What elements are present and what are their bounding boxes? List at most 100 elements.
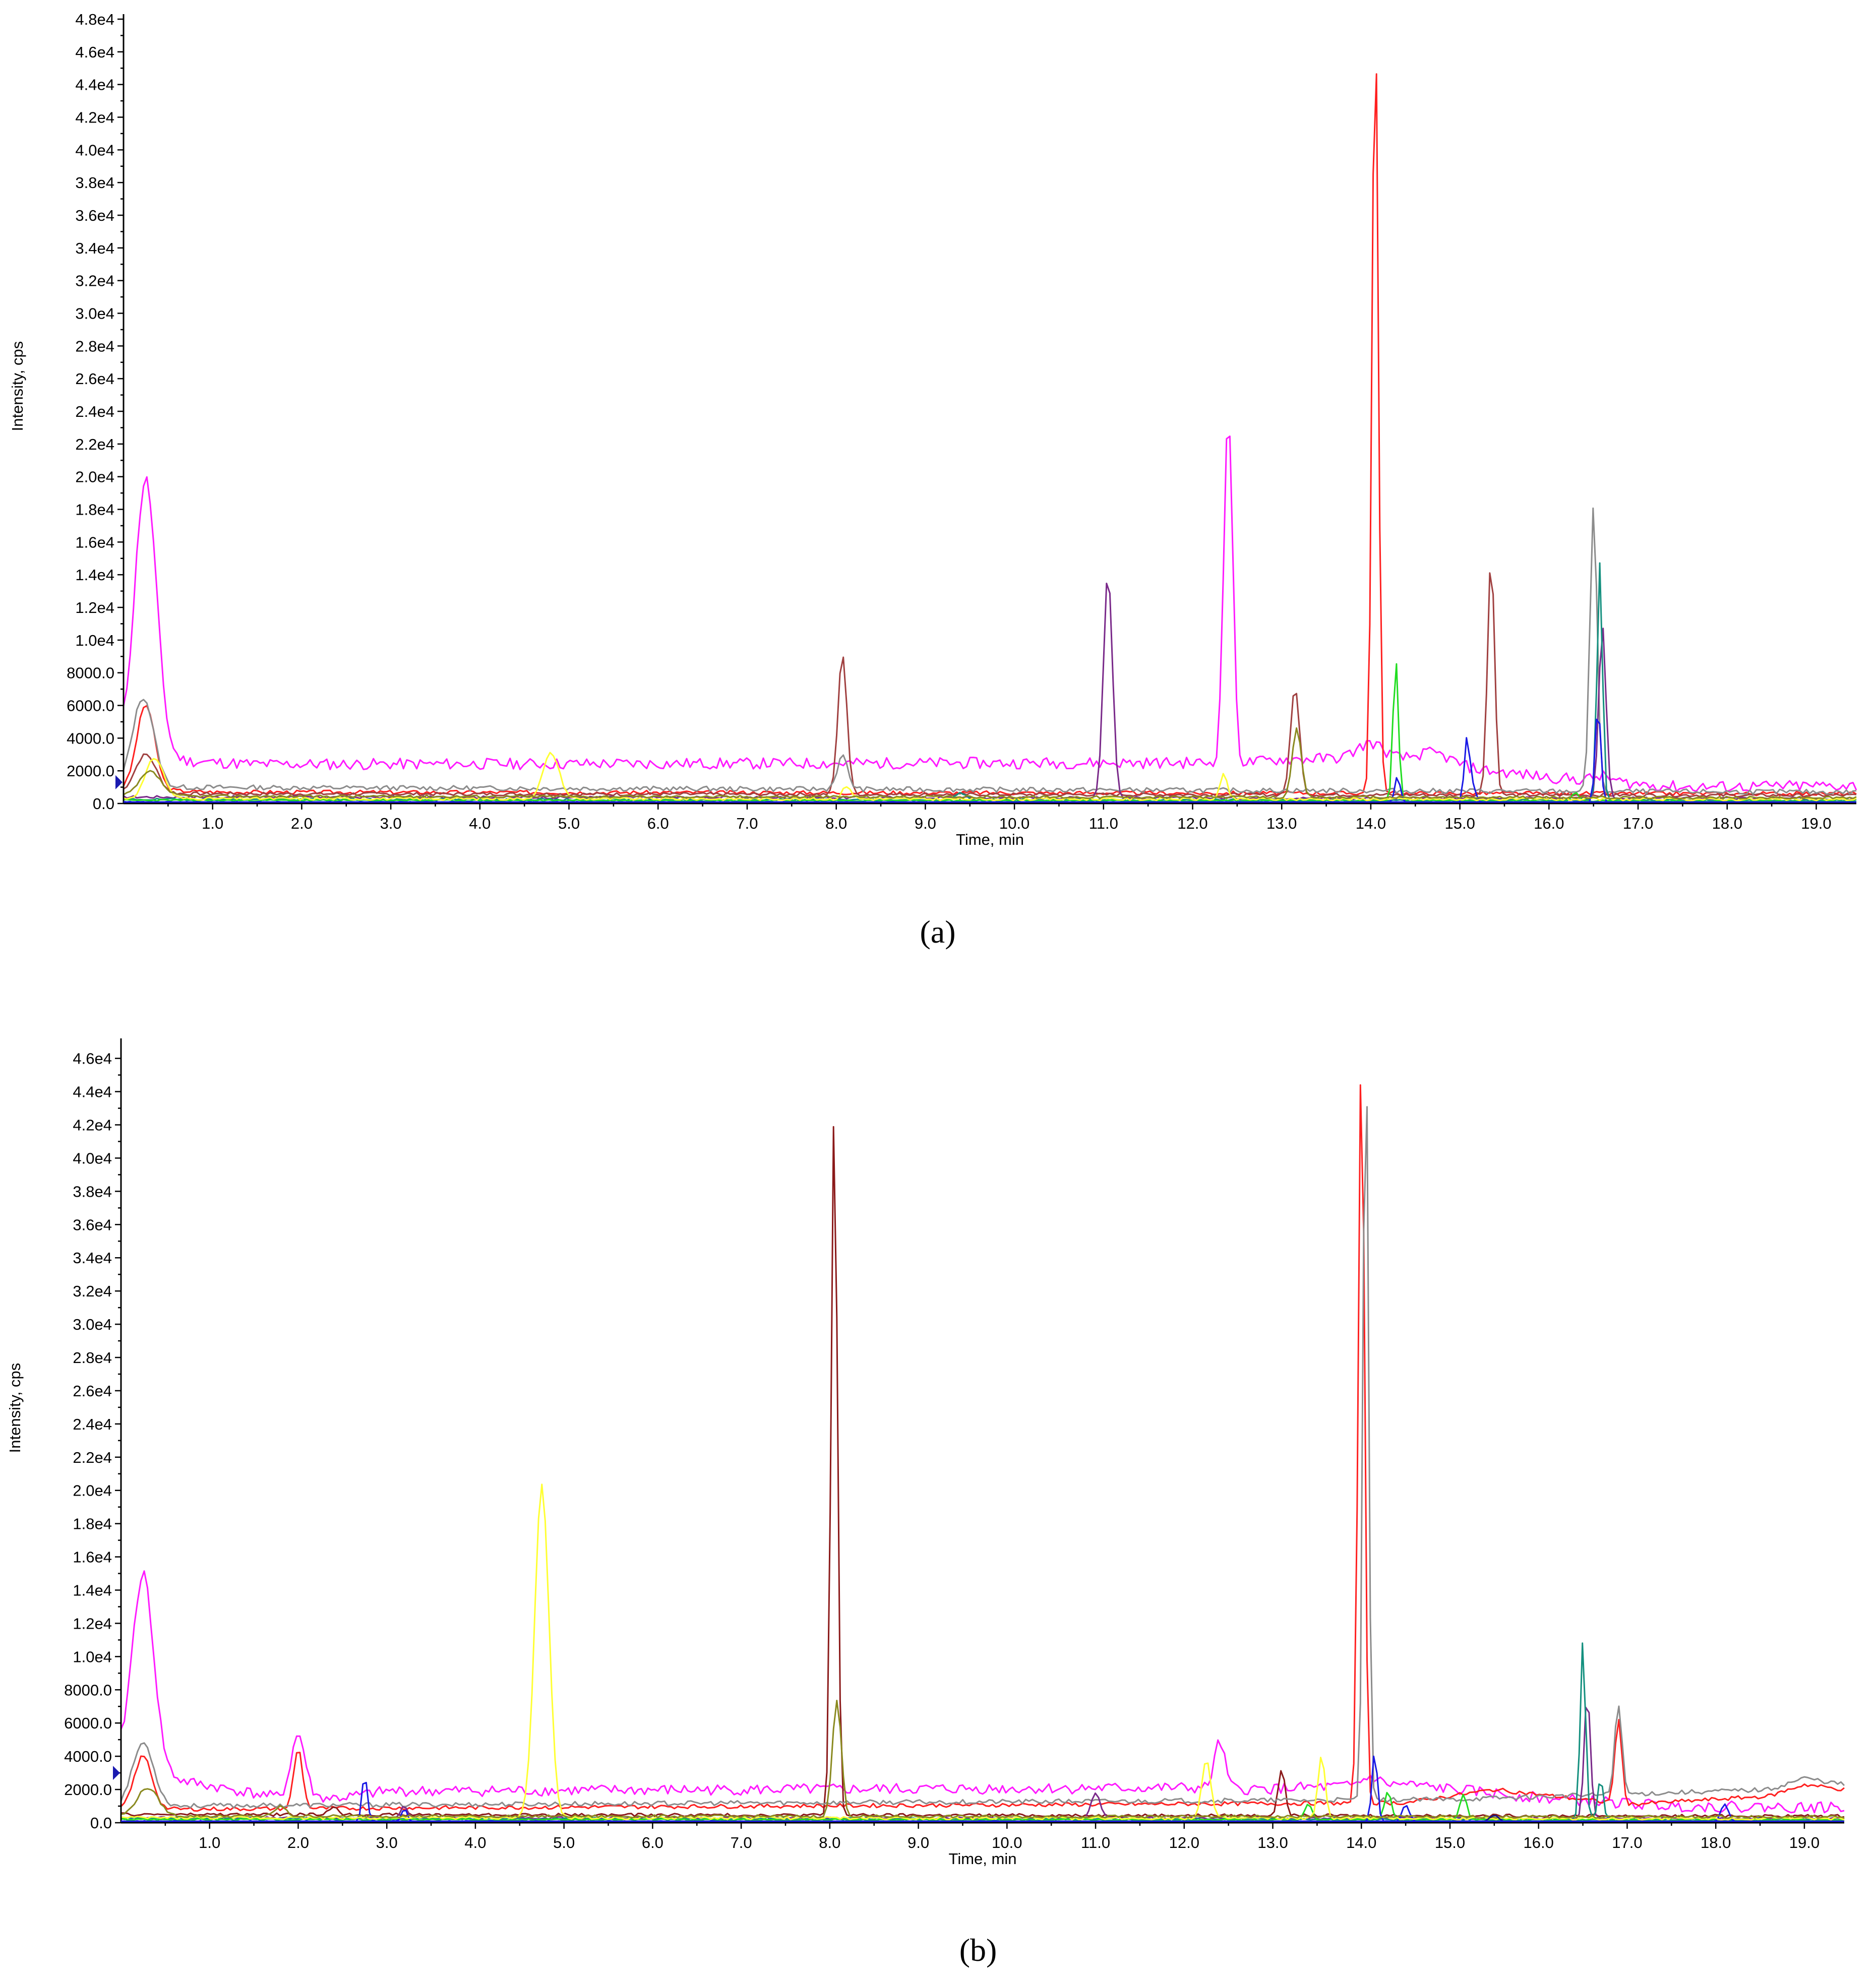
- trace-magenta: [120, 1570, 1845, 1814]
- x-tick-label: 7.0: [736, 815, 758, 832]
- x-tick-label: 15.0: [1444, 815, 1475, 832]
- x-tick-label: 3.0: [376, 1834, 398, 1851]
- x-tick-label: 12.0: [1177, 815, 1207, 832]
- y-tick-label: 1.6e4: [73, 1549, 112, 1566]
- x-tick-label: 2.0: [291, 815, 313, 832]
- y-tick-label: 1.8e4: [73, 1515, 112, 1533]
- panel-caption: (b): [959, 1932, 997, 1968]
- x-tick-label: 1.0: [202, 815, 223, 832]
- y-tick-label: 3.4e4: [75, 239, 114, 257]
- x-tick-label: 10.0: [992, 1834, 1022, 1851]
- x-tick-label: 16.0: [1524, 1834, 1554, 1851]
- chart-a: 0.0 2000.0 4000.0 6000.0 8000.0 1.0e4 1.2e4 1.4…: [9, 11, 1857, 950]
- x-tick-label: 5.0: [553, 1834, 575, 1851]
- trace-red: [120, 1084, 1845, 1812]
- x-tick-label: 6.0: [647, 815, 669, 832]
- x-axis-title: Time, min: [956, 831, 1024, 848]
- trace-blue: [120, 1755, 1845, 1823]
- y-tick-label: 2.8e4: [73, 1349, 112, 1367]
- y-tick-label: 3.2e4: [73, 1282, 112, 1300]
- y-tick-label: 4000.0: [64, 1748, 112, 1765]
- y-tick-label: 4.4e4: [73, 1083, 112, 1101]
- y-tick-label: 0.0: [90, 1814, 112, 1832]
- x-tick-label: 19.0: [1789, 1834, 1820, 1851]
- y-tick-label: 3.0e4: [73, 1316, 112, 1333]
- y-tick-label: 2.6e4: [73, 1382, 112, 1400]
- y-tick-label: 0.0: [93, 795, 114, 813]
- y-tick-label: 8000.0: [67, 664, 114, 682]
- y-tick-label: 1.0e4: [73, 1648, 112, 1665]
- y-tick-label: 4.8e4: [75, 11, 114, 28]
- y-tick-label: 1.0e4: [75, 632, 114, 649]
- x-tick-label: 18.0: [1712, 815, 1742, 832]
- chart-b: 0.0 2000.0 4000.0 6000.0 8000.0 1.0e4 1.2e4 1.4…: [6, 1038, 1845, 1968]
- y-tick-label: 2.4e4: [75, 403, 114, 420]
- y-tick-label: 3.4e4: [73, 1249, 112, 1267]
- x-tick-label: 8.0: [825, 815, 847, 832]
- x-tick-label: 2.0: [287, 1834, 309, 1851]
- y-tick-label: 3.2e4: [75, 272, 114, 290]
- x-tick-label: 3.0: [380, 815, 402, 832]
- y-axis-title: Intensity, cps: [6, 1363, 24, 1453]
- y-tick-label: 2.8e4: [75, 337, 114, 355]
- x-tick-label: 4.0: [469, 815, 491, 832]
- x-tick-label: 17.0: [1623, 815, 1653, 832]
- y-tick-label: 1.2e4: [75, 599, 114, 616]
- y-tick-label: 1.8e4: [75, 501, 114, 519]
- traces: [123, 73, 1857, 804]
- x-tick-label: 10.0: [999, 815, 1030, 832]
- trace-gray: [123, 507, 1857, 795]
- x-tick-label: 16.0: [1534, 815, 1564, 832]
- y-tick-label: 4.6e4: [75, 43, 114, 61]
- threshold-marker-icon: [115, 775, 123, 789]
- trace-magenta: [123, 436, 1857, 792]
- x-tick-label: 19.0: [1801, 815, 1831, 832]
- x-tick-label: 5.0: [558, 815, 580, 832]
- y-tick-label: 4.4e4: [75, 76, 114, 94]
- trace-yellow: [120, 1483, 1845, 1821]
- trace-green: [120, 1791, 1845, 1822]
- y-tick-label: 2.2e4: [73, 1449, 112, 1466]
- y-tick-label: 3.0e4: [75, 305, 114, 323]
- x-tick-label: 9.0: [907, 1834, 929, 1851]
- y-tick-label: 8000.0: [64, 1681, 112, 1699]
- x-tick-label: 11.0: [1081, 1834, 1110, 1851]
- y-tick-label: 1.4e4: [73, 1582, 112, 1599]
- x-tick-label: 9.0: [915, 815, 936, 832]
- y-tick-label: 2.0e4: [73, 1482, 112, 1500]
- trace-olive: [123, 727, 1857, 800]
- y-tick-label: 3.6e4: [73, 1216, 112, 1233]
- y-tick-label: 4.6e4: [73, 1050, 112, 1068]
- y-tick-label: 4.2e4: [75, 109, 114, 127]
- y-tick-label: 2.2e4: [75, 436, 114, 453]
- x-tick-label: 12.0: [1169, 1834, 1199, 1851]
- y-tick-label: 6000.0: [64, 1714, 112, 1732]
- y-tick-label: 4.2e4: [73, 1117, 112, 1134]
- y-tick-label: 4000.0: [67, 729, 114, 747]
- x-tick-label: 8.0: [819, 1834, 840, 1851]
- x-tick-label: 17.0: [1612, 1834, 1642, 1851]
- x-tick-label: 6.0: [642, 1834, 663, 1851]
- y-tick-label: 2.4e4: [73, 1415, 112, 1433]
- x-axis-title: Time, min: [949, 1850, 1017, 1868]
- y-tick-label: 1.4e4: [75, 566, 114, 584]
- x-tick-label: 13.0: [1266, 815, 1297, 832]
- y-tick-label: 3.8e4: [73, 1183, 112, 1200]
- trace-green: [123, 663, 1857, 803]
- traces: [120, 1084, 1845, 1823]
- y-tick-label: 1.6e4: [75, 533, 114, 551]
- y-tick-label: 4.0e4: [75, 141, 114, 159]
- y-tick-label: 2000.0: [64, 1781, 112, 1799]
- y-tick-label: 6000.0: [67, 697, 114, 715]
- x-tick-label: 13.0: [1257, 1834, 1288, 1851]
- x-tick-label: 18.0: [1701, 1834, 1731, 1851]
- trace-olive: [120, 1700, 1845, 1819]
- y-tick-label: 1.2e4: [73, 1615, 112, 1632]
- trace-brown: [123, 572, 1857, 798]
- trace-gray: [120, 1106, 1845, 1809]
- y-tick-label: 2.0e4: [75, 468, 114, 486]
- x-tick-label: 14.0: [1356, 815, 1386, 832]
- y-tick-label: 4.0e4: [73, 1149, 112, 1167]
- y-tick-label: 3.6e4: [75, 207, 114, 224]
